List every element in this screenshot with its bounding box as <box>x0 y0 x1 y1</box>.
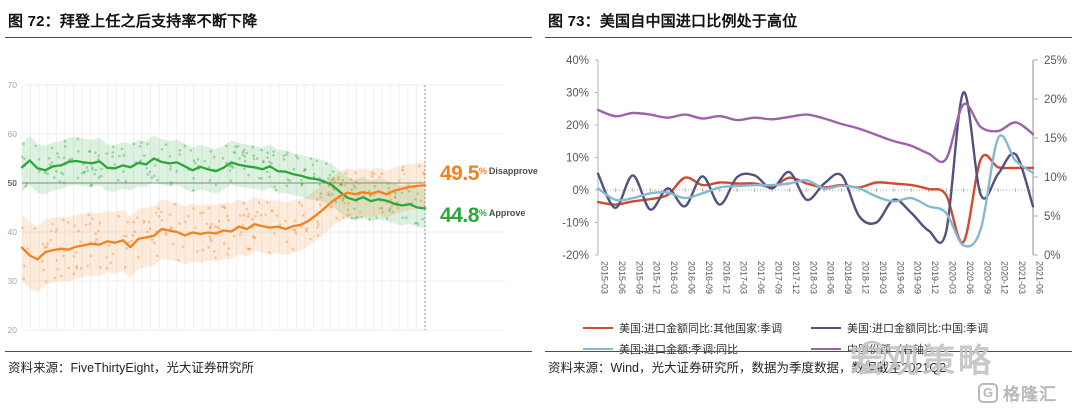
svg-text:-20%: -20% <box>562 250 589 262</box>
svg-text:2019-03: 2019-03 <box>878 261 888 294</box>
disapprove-value: 49.5 <box>440 162 479 185</box>
svg-text:2018-06: 2018-06 <box>826 261 836 294</box>
gelonghui-logo: G 格隆汇 <box>978 380 1057 405</box>
svg-text:15%: 15% <box>1044 133 1067 145</box>
legend-item-2: 美国:进口金额:季调:同比 <box>583 341 811 357</box>
imports-chart: 40%30%20%10%0%-10%-20%25%20%15%10%5%0%20… <box>562 55 1067 294</box>
watermark: 宏观策略 <box>850 334 994 382</box>
legend-label: 美国:进口金额同比:其他国家:季调 <box>619 323 783 335</box>
figure72-source: 资料来源：FiveThirtyEight，光大证券研究所 <box>8 361 254 375</box>
svg-text:20: 20 <box>8 325 18 335</box>
approve-band <box>22 135 425 229</box>
svg-text:50: 50 <box>8 178 18 188</box>
svg-text:2015-03: 2015-03 <box>600 261 610 294</box>
figure73-source: 资料来源：Wind，光大证券研究所，数据为季度数据，数据截至2021Q2 <box>548 361 946 375</box>
svg-text:0%: 0% <box>572 185 589 197</box>
svg-text:5%: 5% <box>1044 211 1061 223</box>
imports-chart-legend: 美国:进口金额同比:其他国家:季调 美国:进口金额同比:中国:季调美国:进口金额:… <box>583 320 988 357</box>
approve-value: 44.8 <box>440 204 479 227</box>
svg-text:10%: 10% <box>566 153 589 165</box>
svg-text:2019-12: 2019-12 <box>930 261 940 294</box>
figure73-title-rule <box>545 37 1072 38</box>
figure72-title: 图 72：拜登上任之后支持率不断下降 <box>8 13 258 30</box>
gelonghui-logo-text: 格隆汇 <box>1003 385 1057 404</box>
disapprove-end-label: 49.5% Disapprove <box>440 162 538 186</box>
svg-text:20%: 20% <box>566 120 589 132</box>
figure72-panel: 图 72：拜登上任之后支持率不断下降 70 60 50 40 30 20 49.5% Dis… <box>5 13 538 375</box>
figure73-panel: 图 73：美国自中国进口比例处于高位 40% 30% 20% 10% 0% -10% -20… <box>540 0 1080 415</box>
svg-text:2017-09: 2017-09 <box>774 261 784 294</box>
svg-text:2020-03: 2020-03 <box>948 261 958 294</box>
svg-text:2018-12: 2018-12 <box>861 261 871 294</box>
figure72-title-rule <box>5 37 532 38</box>
svg-text:30: 30 <box>8 276 18 286</box>
svg-text:2016-12: 2016-12 <box>721 261 731 294</box>
legend-swatch <box>811 347 841 351</box>
svg-text:40%: 40% <box>566 55 589 67</box>
approve-word: Approve <box>488 208 526 218</box>
disapprove-pct-sign: % <box>478 166 487 176</box>
series-right-line <box>596 102 1035 164</box>
figure73-bottom-rule <box>545 351 1072 352</box>
legend-swatch <box>811 326 841 330</box>
svg-text:2020-06: 2020-06 <box>965 261 975 294</box>
svg-text:2018-03: 2018-03 <box>808 261 818 294</box>
svg-text:10%: 10% <box>1044 172 1067 184</box>
legend-item-3: 中国份额（右轴） <box>811 341 988 357</box>
svg-text:2019-09: 2019-09 <box>913 261 923 294</box>
approve-pct-sign: % <box>478 208 487 218</box>
watermark-text: 宏观策略 <box>850 342 994 379</box>
legend-item-1: 美国:进口金额同比:中国:季调 <box>811 320 988 336</box>
svg-text:2020-09: 2020-09 <box>982 261 992 294</box>
svg-text:2017-06: 2017-06 <box>756 261 766 294</box>
svg-text:2015-12: 2015-12 <box>652 261 662 294</box>
chat-bubble-icon <box>857 340 887 375</box>
svg-text:2017-12: 2017-12 <box>791 261 801 294</box>
gelonghui-logo-mark: G <box>978 382 998 403</box>
svg-text:2016-09: 2016-09 <box>704 261 714 294</box>
svg-text:2016-03: 2016-03 <box>669 261 679 294</box>
svg-text:60: 60 <box>8 129 18 139</box>
disapprove-band <box>22 162 425 293</box>
svg-text:0%: 0% <box>1044 250 1061 262</box>
figure72-bottom-rule <box>5 351 532 352</box>
legend-swatch <box>583 347 613 351</box>
svg-text:40: 40 <box>8 227 18 237</box>
svg-text:2019-06: 2019-06 <box>895 261 905 294</box>
approval-rating-chart: 70 60 50 40 30 20 <box>8 80 505 335</box>
series-left-line <box>596 91 1035 244</box>
disapprove-line <box>20 184 427 261</box>
legend-label: 中国份额（右轴） <box>847 344 935 356</box>
svg-text:20%: 20% <box>1044 94 1067 106</box>
svg-text:2016-06: 2016-06 <box>687 261 697 294</box>
figure73-title: 图 73：美国自中国进口比例处于高位 <box>548 13 798 30</box>
legend-label: 美国:进口金额同比:中国:季调 <box>847 323 989 335</box>
legend-label: 美国:进口金额:季调:同比 <box>619 344 739 356</box>
disapprove-word: Disapprove <box>488 166 538 176</box>
series-left-line <box>596 134 1035 248</box>
legend-swatch <box>583 326 613 330</box>
svg-text:2021-06: 2021-06 <box>1035 261 1045 294</box>
svg-text:2018-09: 2018-09 <box>843 261 853 294</box>
svg-text:2021-03: 2021-03 <box>1017 261 1027 294</box>
legend-item-0: 美国:进口金额同比:其他国家:季调 <box>583 320 811 336</box>
svg-text:2015-06: 2015-06 <box>617 261 627 294</box>
series-left-line <box>596 153 1035 244</box>
approve-line <box>20 157 427 210</box>
svg-text:25%: 25% <box>1044 55 1067 67</box>
svg-text:2020-12: 2020-12 <box>1000 261 1010 294</box>
approve-end-label: 44.8% Approve <box>440 204 525 228</box>
svg-text:30%: 30% <box>566 88 589 100</box>
svg-text:2017-03: 2017-03 <box>739 261 749 294</box>
svg-text:70: 70 <box>8 80 18 90</box>
svg-text:2015-09: 2015-09 <box>634 261 644 294</box>
svg-text:-10%: -10% <box>562 218 589 230</box>
